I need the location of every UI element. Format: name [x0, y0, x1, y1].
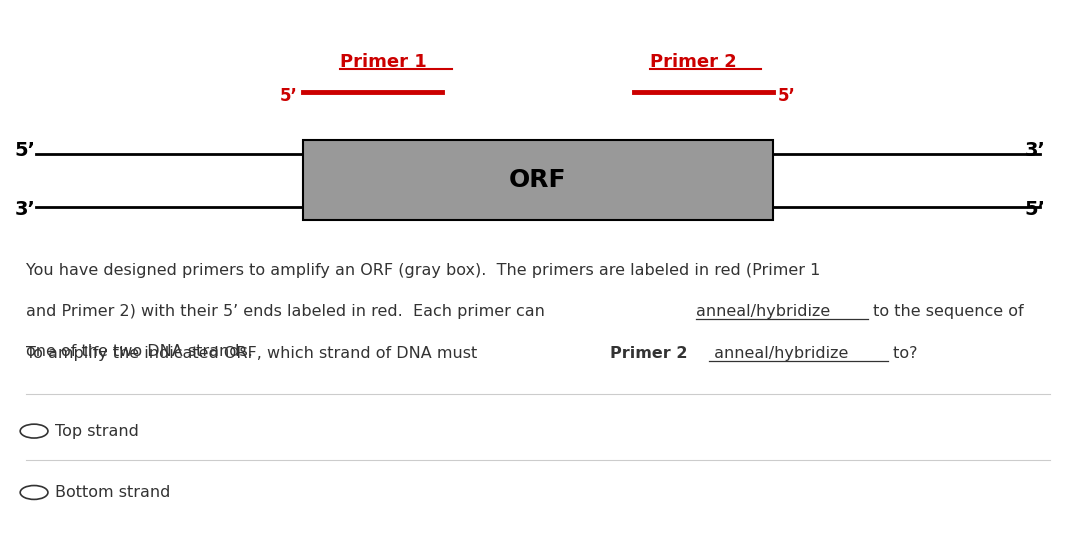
- Text: 5’: 5’: [1024, 200, 1045, 219]
- Text: Primer 1: Primer 1: [340, 53, 427, 71]
- Text: to?: to?: [888, 346, 917, 361]
- Text: Top strand: Top strand: [56, 424, 139, 438]
- Text: You have designed primers to amplify an ORF (gray box).  The primers are labeled: You have designed primers to amplify an …: [26, 263, 820, 279]
- Text: one of the two DNA strands.: one of the two DNA strands.: [26, 344, 253, 359]
- Text: ORF: ORF: [509, 168, 567, 192]
- Text: 3’: 3’: [15, 200, 36, 219]
- Text: 5’: 5’: [280, 87, 298, 105]
- Text: anneal/hybridize: anneal/hybridize: [696, 304, 831, 319]
- Text: and Primer 2) with their 5’ ends labeled in red.  Each primer can: and Primer 2) with their 5’ ends labeled…: [26, 304, 550, 319]
- Text: 5’: 5’: [15, 141, 36, 160]
- Text: anneal/hybridize: anneal/hybridize: [709, 346, 849, 361]
- Text: To amplify the indicated ORF, which strand of DNA must: To amplify the indicated ORF, which stra…: [26, 346, 482, 361]
- Text: Bottom strand: Bottom strand: [56, 485, 171, 500]
- Text: to the sequence of: to the sequence of: [868, 304, 1024, 319]
- Bar: [303, 140, 773, 220]
- Text: 3’: 3’: [1024, 141, 1045, 160]
- Text: 5’: 5’: [778, 87, 796, 105]
- Text: Primer 2: Primer 2: [610, 346, 688, 361]
- Text: Primer 2: Primer 2: [650, 53, 737, 71]
